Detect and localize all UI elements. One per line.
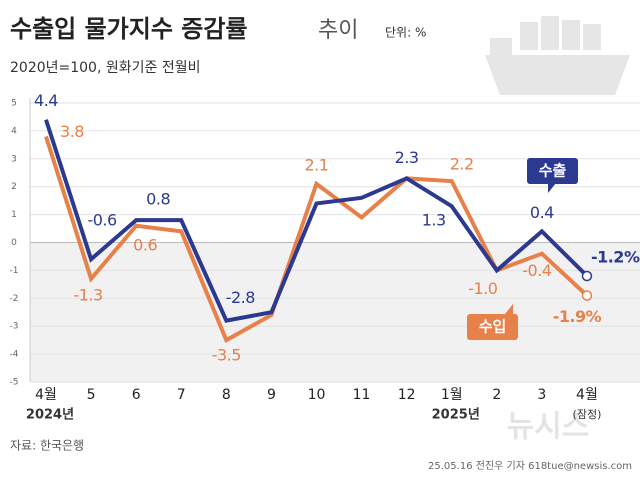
legend-box bbox=[467, 314, 518, 340]
y-tick-label: 0 bbox=[11, 238, 17, 248]
x-tick-label: 4월 bbox=[35, 387, 57, 403]
y-tick-label: -4 bbox=[10, 350, 19, 360]
data-label: -1.2% bbox=[591, 247, 640, 266]
legend-label: 수출 bbox=[539, 162, 567, 180]
data-label: -1.3 bbox=[73, 285, 102, 304]
data-label: 0.6 bbox=[133, 235, 157, 254]
y-tick-label: -2 bbox=[10, 294, 19, 304]
data-label: -2.8 bbox=[226, 288, 256, 307]
data-label: 1.3 bbox=[422, 211, 446, 230]
credit: 25.05.16 전진우 기자 618tue@newsis.com bbox=[428, 460, 632, 472]
x-tick-label: 8 bbox=[222, 387, 231, 403]
source: 자료: 한국은행 bbox=[10, 438, 84, 453]
x-tick-label: 7 bbox=[177, 387, 186, 403]
unit-label: 단위: % bbox=[385, 26, 426, 40]
y-tick-label: 1 bbox=[11, 210, 17, 220]
data-label: -1.9% bbox=[553, 307, 602, 326]
chart-title: 수출입 물가지수 증감률 bbox=[10, 15, 248, 43]
x-tick-label: 2 bbox=[492, 387, 501, 403]
end-marker bbox=[581, 270, 593, 282]
x-tick-label: 4월 bbox=[576, 387, 598, 403]
ship-icon bbox=[485, 16, 630, 95]
legend-label: 수입 bbox=[479, 318, 507, 336]
series-line bbox=[44, 119, 589, 323]
x-tick-label: 1월 bbox=[441, 387, 463, 403]
y-tick-label: 2 bbox=[11, 182, 17, 192]
x-tick-label: 5 bbox=[87, 387, 96, 403]
legend-pointer bbox=[548, 183, 556, 193]
legend-box bbox=[527, 158, 578, 184]
data-label: -3.5 bbox=[212, 346, 241, 365]
chart-subtitle: 2020년=100, 원화기준 전월비 bbox=[10, 60, 200, 76]
x-tick-label: 9 bbox=[267, 387, 276, 403]
x-sublabel: (잠정) bbox=[573, 408, 602, 421]
data-label: -0.4 bbox=[522, 261, 552, 280]
data-label: 3.8 bbox=[60, 122, 84, 141]
y-tick-label: 3 bbox=[11, 154, 17, 164]
data-label: -0.6 bbox=[87, 211, 117, 230]
y-tick-label: 5 bbox=[11, 99, 17, 109]
y-tick-label: -5 bbox=[10, 378, 19, 388]
y-tick-label: 4 bbox=[11, 126, 17, 136]
x-tick-label: 6 bbox=[132, 387, 141, 403]
data-label: 0.8 bbox=[146, 190, 170, 209]
x-tick-label: 10 bbox=[308, 387, 326, 403]
watermark: 뉴시스 bbox=[507, 410, 590, 445]
x-sublabel: 2025년 bbox=[432, 408, 480, 423]
end-marker bbox=[581, 290, 593, 301]
data-label: 2.2 bbox=[450, 155, 474, 174]
x-tick-label: 3 bbox=[537, 387, 546, 403]
data-label: 0.4 bbox=[530, 203, 554, 222]
y-tick-label: -3 bbox=[10, 322, 19, 332]
x-tick-label: 12 bbox=[398, 387, 416, 403]
data-label: -1.0 bbox=[468, 279, 498, 298]
chart-title-suffix: 추이 bbox=[318, 18, 358, 43]
y-tick-label: -1 bbox=[10, 266, 19, 276]
data-label: 4.4 bbox=[34, 91, 58, 110]
x-tick-label: 11 bbox=[353, 387, 371, 403]
negative-area bbox=[30, 242, 640, 382]
legend-pointer bbox=[505, 304, 513, 314]
data-label: 2.3 bbox=[395, 148, 419, 167]
data-label: 2.1 bbox=[305, 155, 329, 174]
x-sublabel: 2024년 bbox=[26, 408, 74, 423]
